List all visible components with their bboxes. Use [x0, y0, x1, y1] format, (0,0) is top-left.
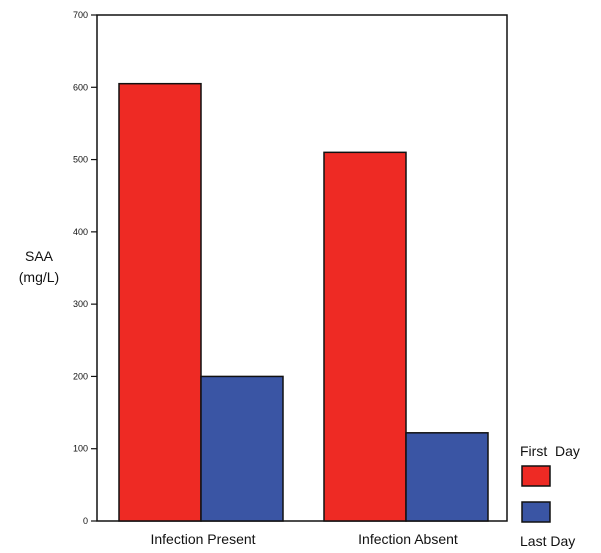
y-tick-label: 600	[73, 82, 88, 92]
legend-label-last-day: Last Day	[520, 533, 575, 549]
y-tick-label: 200	[73, 371, 88, 381]
legend-swatch-first-day	[521, 465, 551, 487]
y-axis: 0 100 200 300 400 500 600 700	[73, 10, 97, 526]
y-axis-label-line-2: (mg/L)	[19, 269, 59, 285]
x-category-label: Infection Present	[150, 531, 255, 547]
y-tick-label: 0	[83, 516, 88, 526]
y-tick-label: 100	[73, 444, 88, 454]
y-tick-label: 700	[73, 10, 88, 20]
y-tick-label: 300	[73, 299, 88, 309]
bar-infection-absent-last-day	[405, 432, 489, 522]
legend: First Day Last Day	[520, 443, 580, 549]
legend-swatch-last-day	[521, 501, 551, 523]
y-axis-label-line-1: SAA	[25, 248, 54, 264]
plot-frame	[96, 14, 508, 522]
bar-infection-absent-first-day	[323, 151, 407, 522]
y-tick-label: 500	[73, 155, 88, 165]
bar-infection-present-first-day	[118, 82, 202, 522]
legend-label-first-day: First Day	[520, 443, 580, 459]
bars-group	[118, 82, 489, 522]
x-axis-labels: Infection Present Infection Absent	[150, 531, 457, 547]
x-category-label: Infection Absent	[358, 531, 458, 547]
y-tick-label: 400	[73, 227, 88, 237]
bar-infection-present-last-day	[200, 375, 284, 522]
